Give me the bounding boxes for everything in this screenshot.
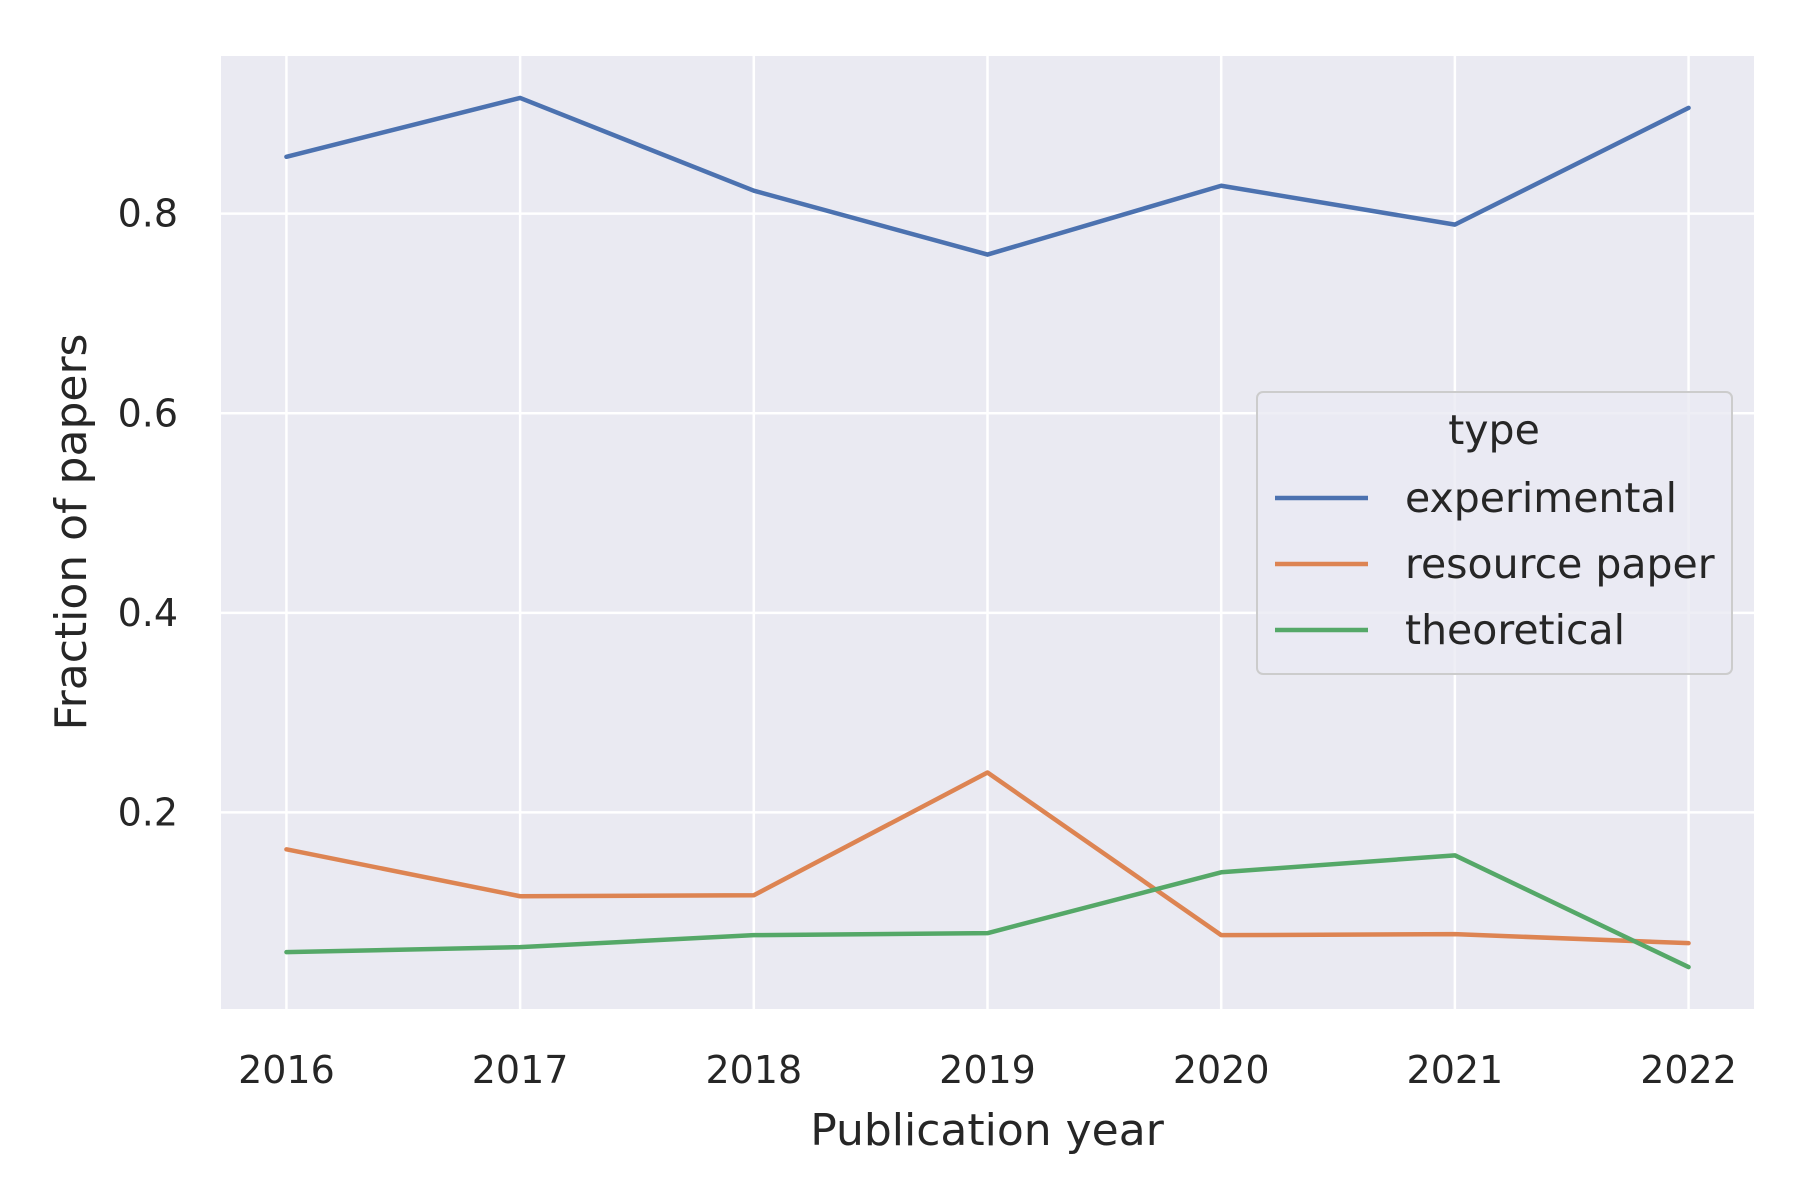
legend-label-theoretical: theoretical bbox=[1405, 606, 1625, 654]
y-tick-label: 0.6 bbox=[118, 391, 178, 435]
x-tick-label: 2016 bbox=[238, 1048, 335, 1092]
x-tick-label: 2018 bbox=[705, 1048, 802, 1092]
x-axis-label: Publication year bbox=[810, 1105, 1165, 1156]
y-tick-label: 0.8 bbox=[118, 192, 178, 236]
legend-title: type bbox=[1448, 406, 1540, 454]
x-tick-label: 2022 bbox=[1640, 1048, 1737, 1092]
y-tick-label: 0.4 bbox=[118, 591, 178, 635]
x-tick-labels: 2016 2017 2018 2019 2020 2021 2022 bbox=[238, 1048, 1737, 1092]
legend: type experimental resource paper theoretic… bbox=[1256, 391, 1733, 675]
x-tick-label: 2021 bbox=[1407, 1048, 1504, 1092]
legend-items: experimental resource paper theoretical bbox=[1275, 474, 1715, 654]
legend-label-experimental: experimental bbox=[1405, 474, 1677, 522]
x-tick-label: 2019 bbox=[939, 1048, 1036, 1092]
y-tick-label: 0.2 bbox=[118, 790, 178, 834]
legend-box bbox=[1256, 391, 1733, 675]
series-line-theoretical bbox=[284, 853, 1691, 970]
series-line-experimental bbox=[284, 95, 1691, 257]
y-tick-labels: 0.2 0.4 0.6 0.8 bbox=[118, 192, 178, 835]
series-line-resource-paper bbox=[284, 770, 1691, 946]
x-tick-label: 2020 bbox=[1173, 1048, 1270, 1092]
y-axis-label: Fraction of papers bbox=[46, 334, 97, 731]
series-lines bbox=[284, 95, 1691, 970]
legend-label-resource-paper: resource paper bbox=[1405, 540, 1715, 588]
x-tick-label: 2017 bbox=[472, 1048, 569, 1092]
